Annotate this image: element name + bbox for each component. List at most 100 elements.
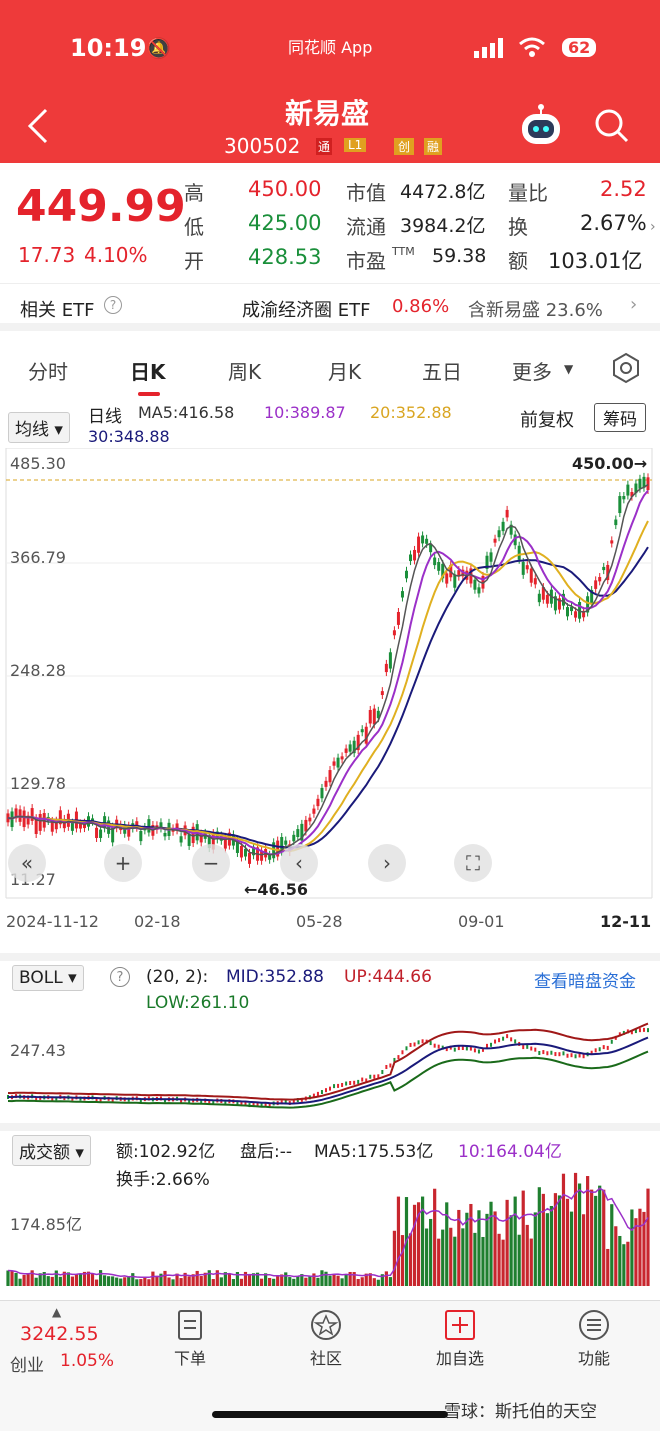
- volume-ma5: MA5:175.53亿: [314, 1142, 434, 1162]
- nav-function[interactable]: 功能: [554, 1309, 634, 1369]
- boll-candle: [405, 1046, 408, 1051]
- volume-bar: [22, 1274, 26, 1286]
- fullscreen-icon[interactable]: ⛶: [454, 844, 492, 882]
- volume-bar: [247, 1275, 252, 1286]
- tab-monthly-k[interactable]: 月K: [328, 360, 362, 384]
- volume-bar: [131, 1273, 135, 1286]
- boll-selector[interactable]: BOLL ▾: [12, 965, 84, 991]
- volume-selector[interactable]: 成交额 ▾: [12, 1135, 91, 1166]
- volume-bar: [215, 1270, 219, 1286]
- volume-bar: [622, 1244, 626, 1286]
- etf-row[interactable]: 相关 ETF ? 成渝经济圈 ETF 0.86% 含新易盛 23.6% ›: [0, 283, 660, 331]
- tab-more[interactable]: 更多: [512, 360, 552, 384]
- kline-canvas[interactable]: [0, 448, 660, 958]
- chevron-right-icon[interactable]: ›: [630, 294, 638, 315]
- nav-community[interactable]: 社区: [286, 1309, 366, 1369]
- boll-candle: [252, 1101, 255, 1106]
- nav-order[interactable]: 下单: [150, 1309, 230, 1369]
- open-value: 428.53: [248, 245, 322, 269]
- y-label-2: 366.79: [10, 548, 66, 567]
- boll-candle: [292, 1099, 295, 1104]
- dropdown-icon[interactable]: ▼: [564, 362, 574, 376]
- help-icon[interactable]: ?: [110, 967, 130, 987]
- volume-bar: [380, 1274, 384, 1286]
- volume-bar: [481, 1236, 485, 1286]
- volume-y-label: 174.85亿: [10, 1215, 82, 1234]
- volume-bar: [235, 1272, 240, 1286]
- volume-bar: [360, 1277, 364, 1286]
- index-value[interactable]: 3242.55: [20, 1323, 99, 1345]
- tab-daily-k[interactable]: 日K: [130, 360, 166, 384]
- boll-candle: [236, 1100, 239, 1105]
- back-icon[interactable]: [26, 108, 50, 148]
- vr-label: 量比: [508, 181, 548, 205]
- boll-candle: [594, 1048, 597, 1053]
- boll-candle: [417, 1040, 420, 1045]
- volume-bar: [251, 1273, 256, 1286]
- chevron-right-icon[interactable]: ›: [650, 219, 656, 235]
- float-value: 3984.2亿: [400, 215, 486, 237]
- volume-bar: [86, 1271, 91, 1286]
- tab-intraday[interactable]: 分时: [28, 360, 68, 384]
- volume-bar: [284, 1272, 288, 1286]
- volume-bar: [167, 1277, 171, 1286]
- volume-bar: [82, 1271, 87, 1286]
- volume-bar: [457, 1209, 461, 1286]
- boll-params: (20, 2):: [146, 967, 209, 987]
- volume-bar: [332, 1274, 336, 1286]
- volume-bar: [207, 1270, 211, 1286]
- battery-badge: 62: [562, 38, 597, 57]
- tab-weekly-k[interactable]: 周K: [228, 360, 262, 384]
- robot-assistant-icon[interactable]: [518, 104, 564, 152]
- help-icon[interactable]: ?: [104, 296, 122, 314]
- low-marker: ←46.56: [244, 880, 309, 899]
- x-label-3: 05-28: [296, 912, 343, 931]
- volume-bar: [533, 1212, 537, 1286]
- volume-bar: [477, 1210, 481, 1286]
- boll-candle: [506, 1034, 509, 1039]
- nav-add-watchlist[interactable]: 加自选: [420, 1309, 500, 1369]
- volume-bar: [594, 1195, 598, 1286]
- tab-five-day[interactable]: 五日: [422, 360, 462, 384]
- boll-candle: [353, 1080, 356, 1085]
- volume-bar: [416, 1202, 421, 1286]
- volume-bar: [38, 1273, 42, 1286]
- zoom-minus-icon[interactable]: −: [192, 844, 230, 882]
- volume-bar: [344, 1274, 348, 1286]
- dark-pool-link[interactable]: 查看暗盘资金: [534, 972, 636, 992]
- boll-candle: [562, 1051, 565, 1056]
- zoom-in-icon[interactable]: +: [104, 844, 142, 882]
- volume-bar: [14, 1272, 18, 1286]
- boll-candle: [610, 1039, 613, 1044]
- boll-candle: [349, 1081, 352, 1086]
- prev-icon[interactable]: ‹: [280, 844, 318, 882]
- volume-bar: [473, 1232, 477, 1286]
- ma20-value: 20:352.88: [370, 403, 452, 422]
- boll-candle: [381, 1070, 384, 1075]
- boll-candle: [598, 1047, 601, 1052]
- volume-after: 盘后:--: [240, 1142, 292, 1162]
- volume-bar: [78, 1274, 83, 1286]
- volume-bar: [292, 1278, 296, 1286]
- volume-bar: [324, 1271, 328, 1286]
- ma20-line: [7, 520, 649, 853]
- zoom-out-icon[interactable]: «: [8, 844, 46, 882]
- chips-button[interactable]: 筹码: [594, 403, 646, 432]
- boll-candle: [280, 1100, 283, 1105]
- boll-candle: [457, 1046, 460, 1051]
- badge-chuang: 创: [394, 138, 415, 155]
- next-icon[interactable]: ›: [368, 844, 406, 882]
- settings-icon[interactable]: [610, 352, 642, 389]
- ma-selector[interactable]: 均线 ▾: [8, 412, 70, 443]
- volume-bar: [50, 1276, 54, 1286]
- volume-bar: [34, 1277, 38, 1286]
- adjust-label[interactable]: 前复权: [520, 410, 574, 431]
- search-icon[interactable]: [594, 108, 630, 148]
- volume-bar: [219, 1277, 223, 1286]
- etf-hold: 含新易盛 23.6%: [468, 300, 603, 321]
- volume-bar: [10, 1271, 14, 1286]
- volume-bar: [264, 1273, 268, 1286]
- boll-candle: [546, 1051, 549, 1056]
- volume-bar: [243, 1271, 248, 1286]
- volume-bar: [509, 1215, 513, 1286]
